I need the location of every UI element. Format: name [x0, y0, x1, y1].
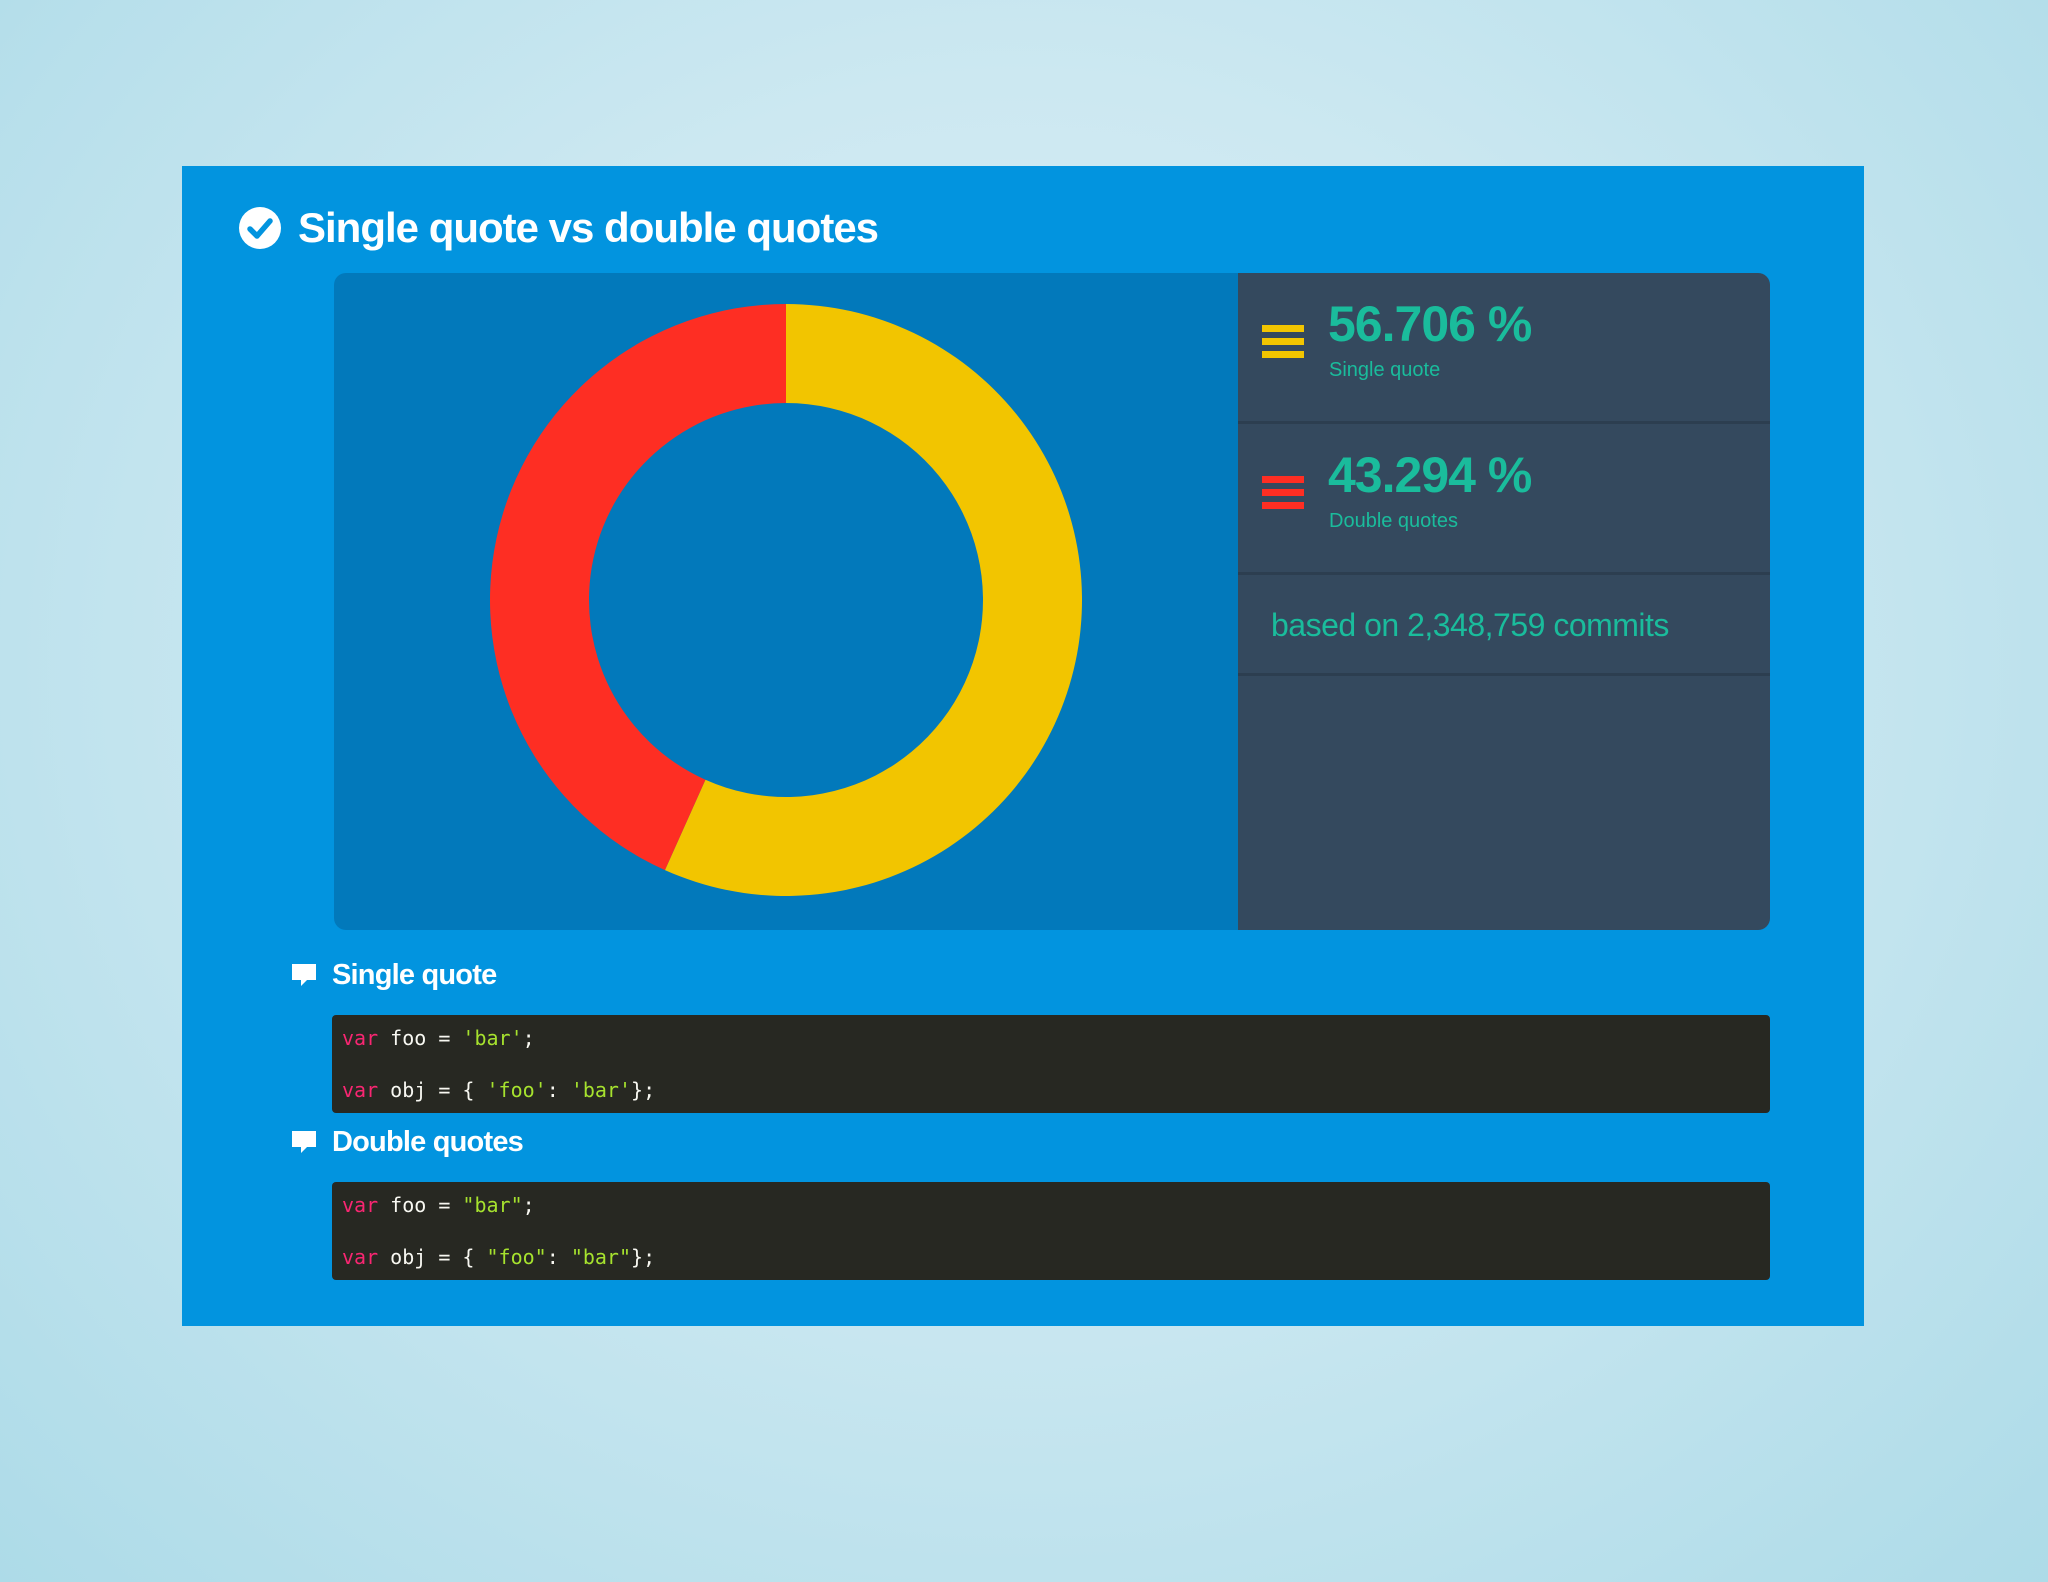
- legend-value: 43.294 %: [1328, 447, 1532, 503]
- legend-panel: 56.706 % Single quote 43.294 % Double qu…: [1238, 273, 1770, 930]
- legend-value: 56.706 %: [1328, 296, 1532, 352]
- check-circle-icon: [239, 207, 281, 249]
- donut-slice-single-quote: [664, 304, 1082, 896]
- commit-basis-row: based on 2,348,759 commits: [1238, 575, 1770, 676]
- code-text: };: [631, 1078, 656, 1102]
- code-text: foo =: [378, 1193, 463, 1217]
- code-string: 'foo': [486, 1078, 547, 1102]
- code-text: obj = {: [378, 1245, 487, 1269]
- code-line: var foo = "bar";: [342, 1192, 1760, 1218]
- code-block-double-quotes: var foo = "bar"; var obj = { "foo": "bar…: [332, 1182, 1770, 1280]
- code-block-single-quote: var foo = 'bar'; var obj = { 'foo': 'bar…: [332, 1015, 1770, 1113]
- chart-panel: 56.706 % Single quote 43.294 % Double qu…: [334, 273, 1770, 930]
- code-text: :: [546, 1245, 571, 1269]
- example-title: Double quotes: [332, 1125, 524, 1158]
- legend-item-single-quote: 56.706 % Single quote: [1238, 273, 1770, 424]
- code-keyword: var: [342, 1078, 379, 1102]
- code-line: var obj = { "foo": "bar"};: [342, 1244, 1760, 1270]
- legend-bars-icon: [1262, 476, 1304, 509]
- legend-item-double-quotes: 43.294 % Double quotes: [1238, 424, 1770, 575]
- code-text: };: [631, 1245, 656, 1269]
- example-heading-single-quote: Single quote: [290, 953, 497, 997]
- donut-slice-double-quotes: [490, 304, 786, 871]
- code-line: var obj = { 'foo': 'bar'};: [342, 1077, 1760, 1103]
- code-keyword: var: [342, 1245, 379, 1269]
- page-title: Single quote vs double quotes: [298, 204, 879, 251]
- legend-label: Double quotes: [1329, 510, 1458, 532]
- code-keyword: var: [342, 1026, 379, 1050]
- code-text: ;: [522, 1193, 535, 1217]
- code-text: ;: [522, 1026, 535, 1050]
- result-card: Single quote vs double quotes 56.706 % S…: [182, 166, 1864, 1326]
- legend-bars-icon: [1262, 325, 1304, 358]
- code-string: "bar": [570, 1245, 632, 1269]
- code-keyword: var: [342, 1193, 379, 1217]
- code-text: :: [546, 1078, 571, 1102]
- card-header: Single quote vs double quotes: [238, 198, 879, 258]
- comment-icon: [292, 964, 316, 986]
- legend-label: Single quote: [1329, 359, 1441, 381]
- example-heading-double-quotes: Double quotes: [290, 1120, 524, 1164]
- donut-chart: [490, 304, 1082, 896]
- comment-icon: [292, 1131, 316, 1153]
- code-string: 'bar': [462, 1026, 523, 1050]
- code-string: "foo": [486, 1245, 547, 1269]
- code-text: obj = {: [378, 1078, 487, 1102]
- code-string: "bar": [462, 1193, 523, 1217]
- code-line: var foo = 'bar';: [342, 1025, 1760, 1051]
- code-text: foo =: [378, 1026, 463, 1050]
- code-string: 'bar': [570, 1078, 632, 1102]
- example-title: Single quote: [332, 958, 497, 991]
- commit-basis-note: based on 2,348,759 commits: [1271, 607, 1669, 643]
